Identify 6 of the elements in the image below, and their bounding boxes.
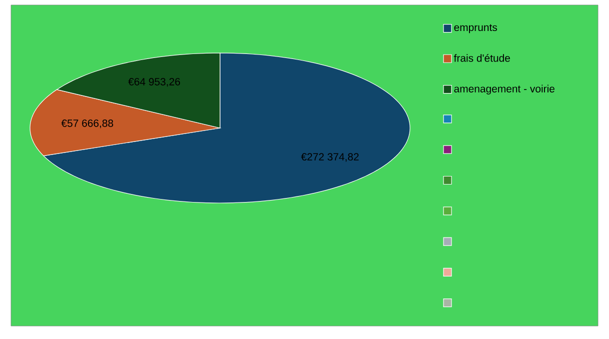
data-label: €57 666,88 [61, 120, 114, 128]
legend-label: emprunts [454, 24, 497, 34]
data-label: €272 374,82 [301, 153, 359, 162]
data-label: €64 953,26 [128, 78, 180, 87]
legend-label: amenagement - voirie [454, 84, 554, 95]
legend-label: frais d'étude [454, 54, 510, 62]
